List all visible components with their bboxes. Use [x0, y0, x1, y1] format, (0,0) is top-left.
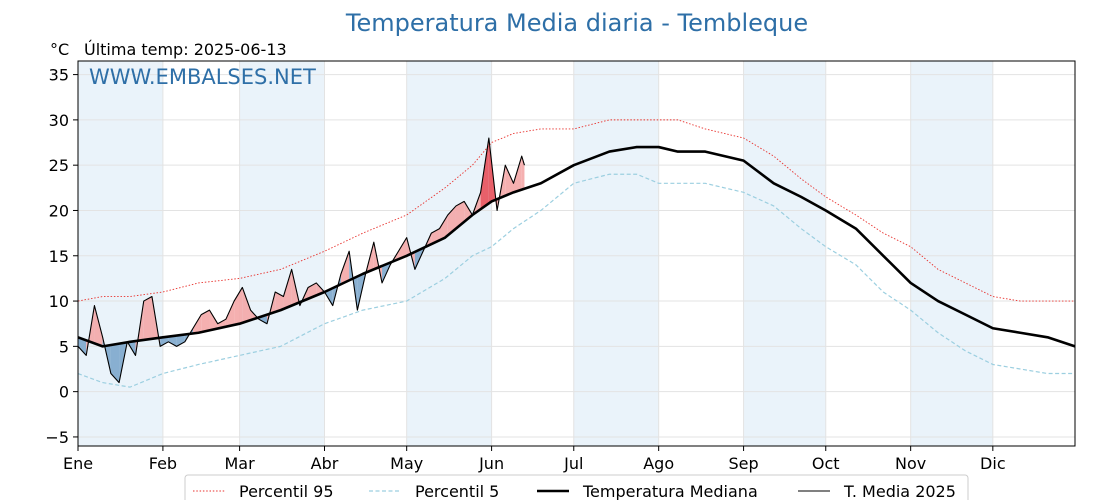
x-tick-label-nov: Nov — [895, 454, 926, 473]
y-tick-label-20: 20 — [49, 201, 69, 220]
anomaly-fill-17 — [209, 310, 218, 331]
x-tick-label-ago: Ago — [643, 454, 674, 473]
month-band-mar — [239, 61, 325, 446]
x-tick-label-dic: Dic — [980, 454, 1006, 473]
anomaly-fill-11 — [160, 336, 169, 347]
month-band-sep — [743, 61, 826, 446]
anomaly-fill-12 — [168, 335, 177, 347]
anomaly-fill-45 — [439, 215, 448, 241]
x-tick-label-may: May — [390, 454, 423, 473]
y-tick-label-15: 15 — [49, 247, 69, 266]
anomaly-fill-13 — [176, 334, 185, 347]
legend-label-0: Percentil 95 — [239, 482, 334, 500]
series-line-3 — [77, 137, 525, 384]
legend-label-2: Temperatura Mediana — [582, 482, 758, 500]
anomaly-fill-21 — [242, 287, 251, 323]
anomaly-fill-20 — [234, 287, 243, 325]
x-tick-label-mar: Mar — [225, 454, 256, 473]
x-tick-label-abr: Abr — [311, 454, 339, 473]
x-tick-label-jul: Jul — [563, 454, 583, 473]
x-axis: Ene Feb Mar Abr May Jun Jul Ago Sep Oct Nov Dic — [63, 446, 1006, 473]
x-tick-label-oct: Oct — [812, 454, 840, 473]
x-tick-label-sep: Sep — [729, 454, 759, 473]
chart-title: Temperatura Media diaria - Tembleque — [345, 9, 808, 37]
anomaly-fill-33 — [340, 251, 350, 285]
anomaly-fill-54 — [513, 156, 522, 193]
series-lines — [77, 119, 1076, 388]
legend-box — [184, 474, 969, 500]
anomaly-fill-9 — [143, 296, 152, 340]
anomaly-fill-3 — [94, 305, 103, 347]
watermark: WWW.EMBALSES.NET — [89, 65, 316, 89]
anomaly-fill-26 — [283, 269, 292, 309]
y-tick-label--5: −5 — [45, 428, 69, 447]
anomaly-fill-47 — [455, 201, 465, 229]
series-line-1 — [77, 173, 1075, 388]
anomaly-fill-5 — [110, 343, 120, 383]
y-tick-label-0: 0 — [59, 383, 69, 402]
y-unit-label: °C — [50, 40, 69, 59]
month-shading — [78, 61, 993, 446]
anomaly-fill-16 — [201, 310, 210, 333]
series-line-0 — [77, 119, 1075, 302]
anomaly-fill-1 — [78, 337, 87, 356]
series-line-2 — [77, 145, 1076, 348]
anomaly-fill-53 — [505, 165, 514, 196]
x-tick-label-ene: Ene — [63, 454, 93, 473]
y-tick-label-30: 30 — [49, 111, 69, 130]
anomaly-fill-19 — [225, 301, 235, 327]
y-tick-label-25: 25 — [49, 156, 69, 175]
legend-label-1: Percentil 5 — [415, 482, 499, 500]
anomaly-fill-40 — [398, 237, 407, 260]
anomaly-fill-25 — [275, 292, 284, 312]
legend-label-3: T. Media 2025 — [843, 482, 956, 500]
month-band-jul — [573, 61, 659, 446]
y-tick-label-5: 5 — [59, 337, 69, 356]
anomaly-fill-15 — [193, 314, 202, 334]
month-band-nov — [910, 61, 993, 446]
x-tick-label-feb: Feb — [149, 454, 177, 473]
y-axis: −5 0 5 10 15 20 25 30 35 — [45, 66, 78, 447]
last-temp-label: Última temp: 2025-06-13 — [84, 40, 287, 59]
month-band-ene — [78, 61, 163, 446]
x-tick-label-jun: Jun — [478, 454, 504, 473]
plot-frame — [77, 60, 1076, 447]
anomaly-fill-50 — [480, 138, 489, 210]
legend: Percentil 95 Percentil 5 Temperatura Media… — [184, 474, 969, 500]
y-tick-label-10: 10 — [49, 292, 69, 311]
y-tick-label-35: 35 — [49, 66, 69, 85]
